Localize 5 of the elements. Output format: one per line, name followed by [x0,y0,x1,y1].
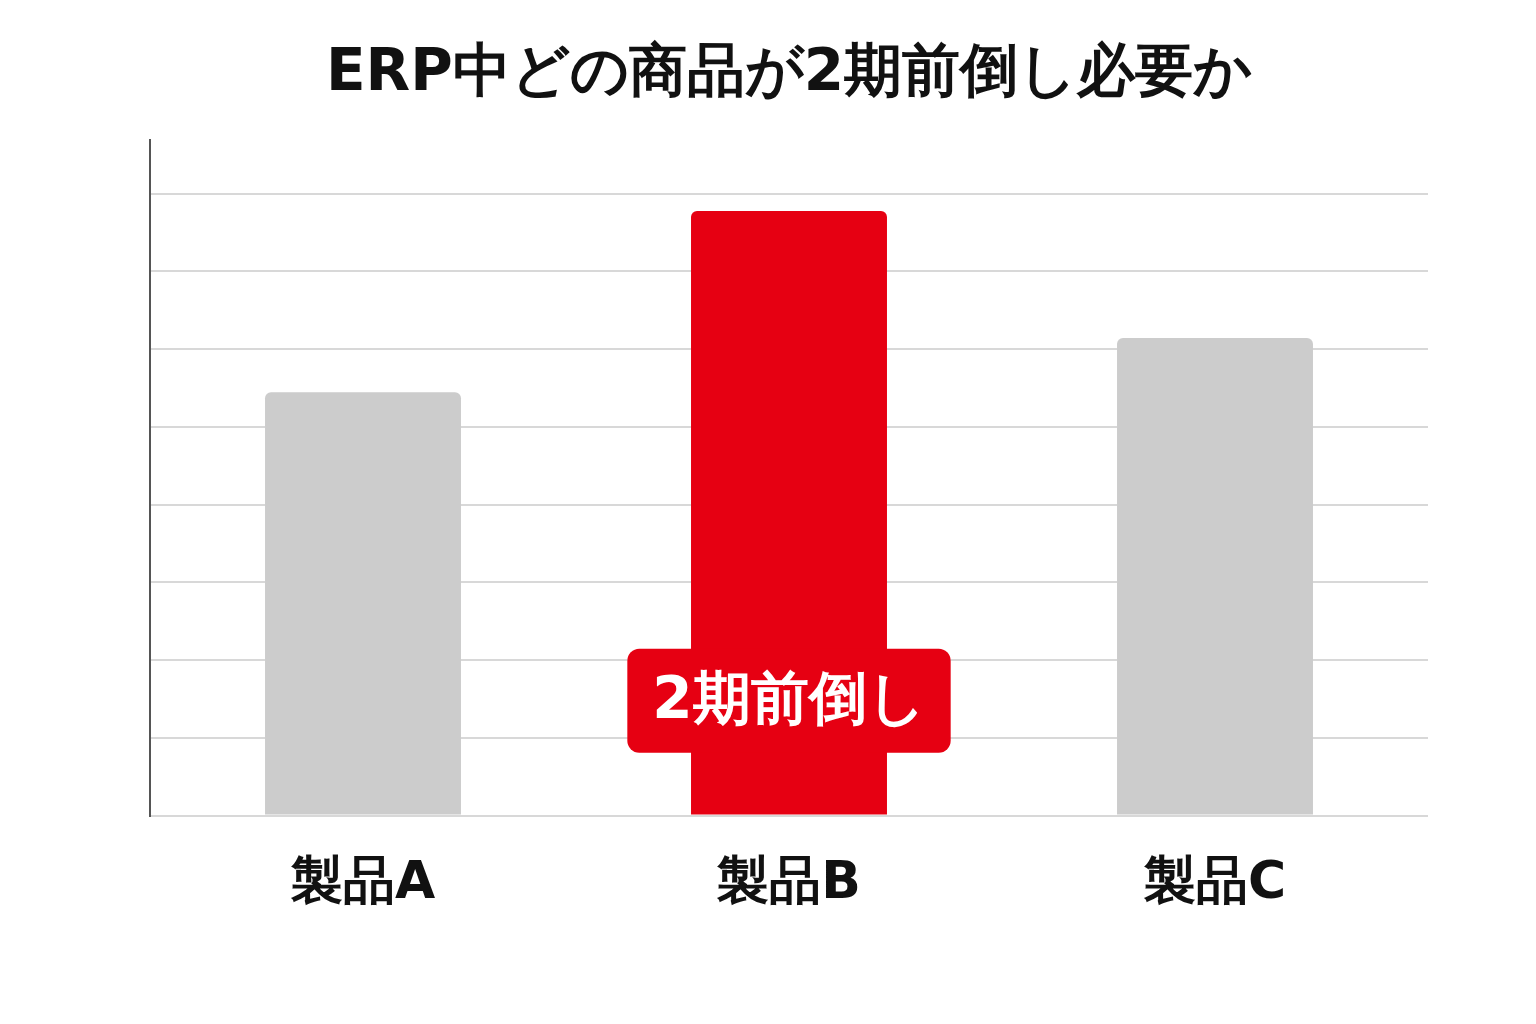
x-tick-label: 製品B [716,850,861,911]
chart-title: ERP中どの商品が2期前倒し必要か [325,35,1253,104]
x-tick-label: 製品A [289,850,436,911]
x-tick-label: 製品C [1142,850,1287,911]
annotation: 2期前倒し [652,663,926,732]
